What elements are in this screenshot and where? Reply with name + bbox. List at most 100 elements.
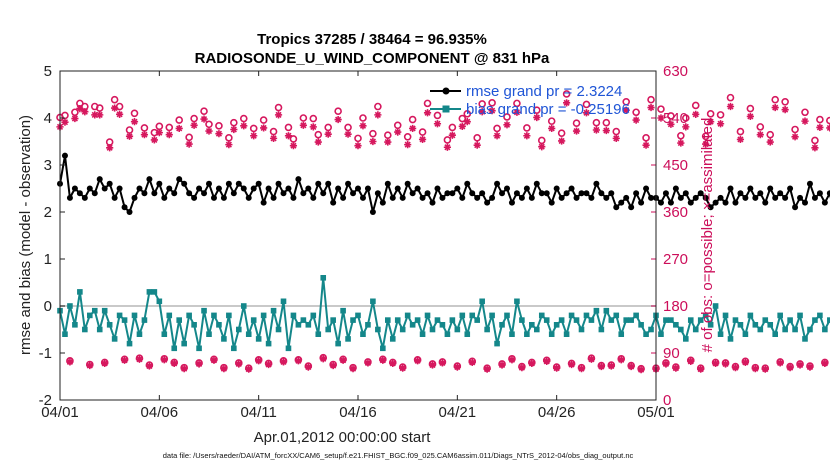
obs-assimilated-point <box>170 359 178 368</box>
bias-point <box>712 303 719 309</box>
obs-possible-point <box>816 115 824 124</box>
obs-assimilated-point <box>384 138 392 146</box>
rmse-point <box>533 180 540 187</box>
obs-assimilated-point <box>776 359 784 367</box>
bias-point <box>524 331 530 337</box>
obs-assimilated-point <box>71 114 79 123</box>
obs-assimilated-point <box>195 360 203 368</box>
bias-point <box>538 312 545 319</box>
obs-assimilated-point <box>786 364 794 372</box>
rmse-point <box>240 185 247 192</box>
bias-point <box>211 312 217 319</box>
bias-point <box>240 303 247 309</box>
obs-possible-point <box>811 136 819 145</box>
bias-point <box>370 298 376 305</box>
bias-point <box>389 336 396 342</box>
rmse-point <box>687 199 694 206</box>
bias-point <box>320 275 327 281</box>
rmse-point <box>141 190 148 197</box>
rmse-point <box>528 194 535 201</box>
y-tick-label-right: 360 <box>663 204 688 221</box>
obs-possible-point <box>647 95 655 104</box>
obs-assimilated-point <box>548 124 556 133</box>
obs-assimilated-point <box>428 361 437 369</box>
rmse-point <box>727 185 734 192</box>
obs-possible-point <box>547 117 556 125</box>
bias-point <box>613 312 620 319</box>
legend-rmse-label: rmse grand pr = 2.3224 <box>466 83 622 100</box>
rmse-point <box>66 194 73 201</box>
obs-assimilated-point <box>816 123 824 131</box>
obs-assimilated-point <box>577 365 586 373</box>
rmse-point <box>61 152 68 159</box>
obs-possible-point <box>513 99 521 108</box>
obs-assimilated-point <box>175 124 183 133</box>
obs-assimilated-point <box>721 360 730 368</box>
rmse-point <box>186 190 193 197</box>
obs-possible-point <box>324 123 333 132</box>
obs-assimilated-point <box>359 122 367 130</box>
obs-possible-point <box>259 116 268 124</box>
obs-possible-point <box>403 133 412 141</box>
rmse-point <box>806 180 813 187</box>
legend-rmse-marker <box>442 87 450 95</box>
rmse-point <box>821 199 828 206</box>
obs-possible-point <box>334 107 342 116</box>
bias-point <box>807 326 813 333</box>
rmse-point <box>578 190 585 197</box>
obs-assimilated-point <box>811 144 819 152</box>
bias-point <box>568 312 575 319</box>
rmse-point <box>106 180 113 187</box>
bias-point <box>822 326 828 333</box>
rmse-point <box>310 194 317 201</box>
rmse-point <box>91 190 98 197</box>
obs-possible-point <box>532 106 541 114</box>
bias-point <box>578 326 585 333</box>
bias-point <box>280 298 287 305</box>
obs-assimilated-point <box>140 131 149 139</box>
rmse-point <box>340 194 347 201</box>
obs-possible-point <box>140 124 149 132</box>
obs-assimilated-point <box>567 360 576 369</box>
obs-assimilated-point <box>741 358 749 366</box>
obs-assimilated-point <box>269 134 278 142</box>
bias-point <box>459 312 466 319</box>
bias-point <box>409 322 416 328</box>
bias-point <box>171 345 178 352</box>
y-tick-label-right: 0 <box>663 392 671 409</box>
rmse-point <box>121 204 128 211</box>
rmse-point <box>469 190 476 197</box>
bias-point <box>484 326 490 333</box>
bias-point <box>707 322 714 328</box>
rmse-point <box>389 194 396 201</box>
obs-assimilated-point <box>493 132 501 140</box>
rmse-point <box>518 194 525 201</box>
obs-possible-point <box>408 115 417 124</box>
bias-point <box>593 307 600 314</box>
obs-assimilated-point <box>106 144 114 152</box>
bias-point <box>315 331 322 337</box>
obs-assimilated-point <box>513 108 521 116</box>
bias-point <box>121 317 128 323</box>
rmse-point <box>454 185 461 192</box>
bias-point <box>87 312 93 319</box>
rmse-point <box>787 185 794 192</box>
bias-point <box>583 312 590 319</box>
rmse-point <box>444 190 451 197</box>
obs-assimilated-point <box>647 103 655 112</box>
bias-point <box>494 340 500 347</box>
bias-point <box>310 312 317 319</box>
obs-assimilated-point <box>518 364 526 372</box>
rmse-point <box>201 190 208 197</box>
bias-point <box>385 317 391 323</box>
obs-assimilated-point <box>111 104 119 112</box>
obs-possible-point <box>344 123 352 132</box>
obs-possible-point <box>314 130 323 139</box>
obs-possible-point <box>239 114 248 123</box>
rmse-point <box>499 190 506 197</box>
obs-assimilated-point <box>736 135 745 144</box>
footnote: data file: /Users/raeder/DAI/ATM_forcXX/… <box>163 451 634 460</box>
obs-assimilated-point <box>61 118 69 126</box>
bias-point <box>499 322 505 328</box>
obs-assimilated-point <box>523 132 531 140</box>
